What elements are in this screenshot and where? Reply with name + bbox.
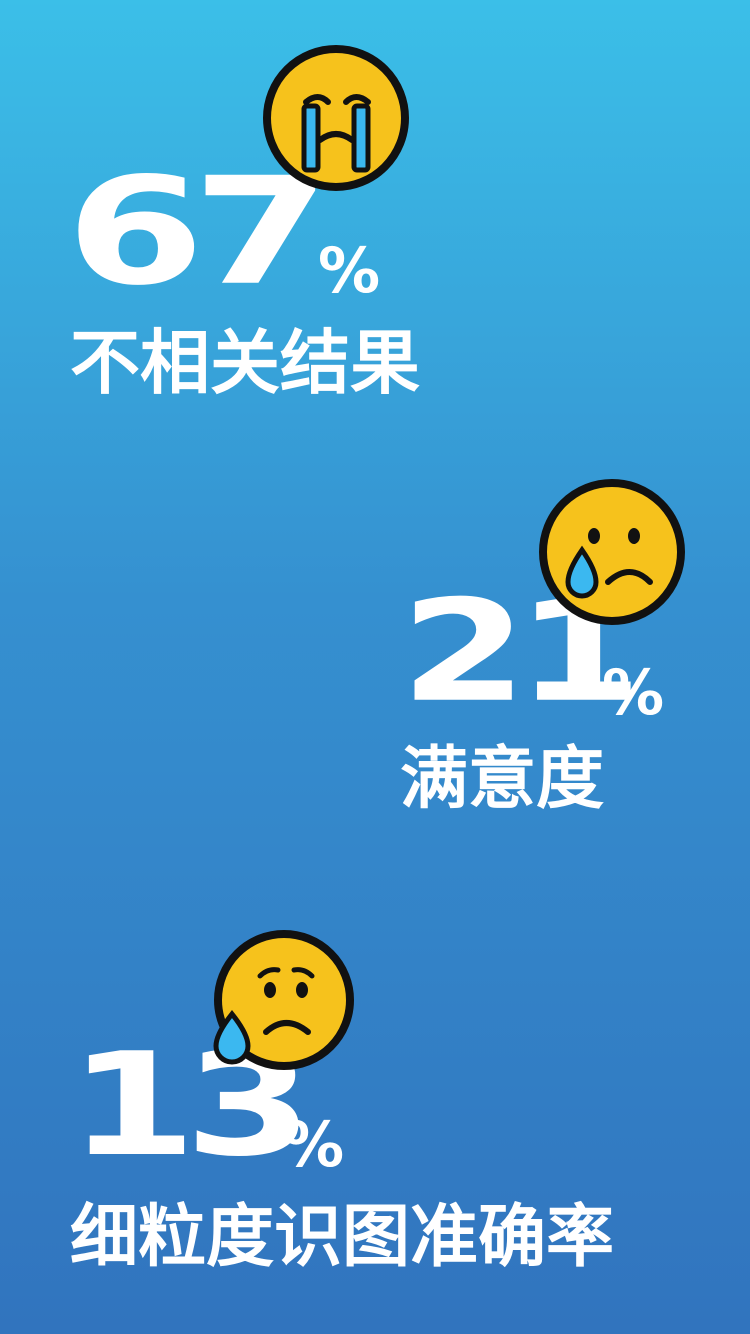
stat-block-2: 21 % 满意度 (0, 440, 750, 840)
stat-value: 67 (66, 145, 331, 318)
stat-unit: % (602, 656, 665, 729)
sad-sweat-face-icon (208, 928, 356, 1076)
stat-block-3: 13 % 细粒度识图准确率 (0, 900, 750, 1334)
stat-block-1: 67 % 不相关结果 (0, 0, 750, 420)
crying-face-icon (538, 478, 686, 626)
stat-label: 细粒度识图准确率 (70, 1198, 615, 1277)
loudly-crying-face-icon (262, 44, 410, 192)
stat-unit: % (318, 234, 381, 307)
stat-label: 不相关结果 (70, 322, 420, 404)
stat-unit: % (282, 1108, 345, 1181)
stat-label: 满意度 (400, 740, 605, 819)
